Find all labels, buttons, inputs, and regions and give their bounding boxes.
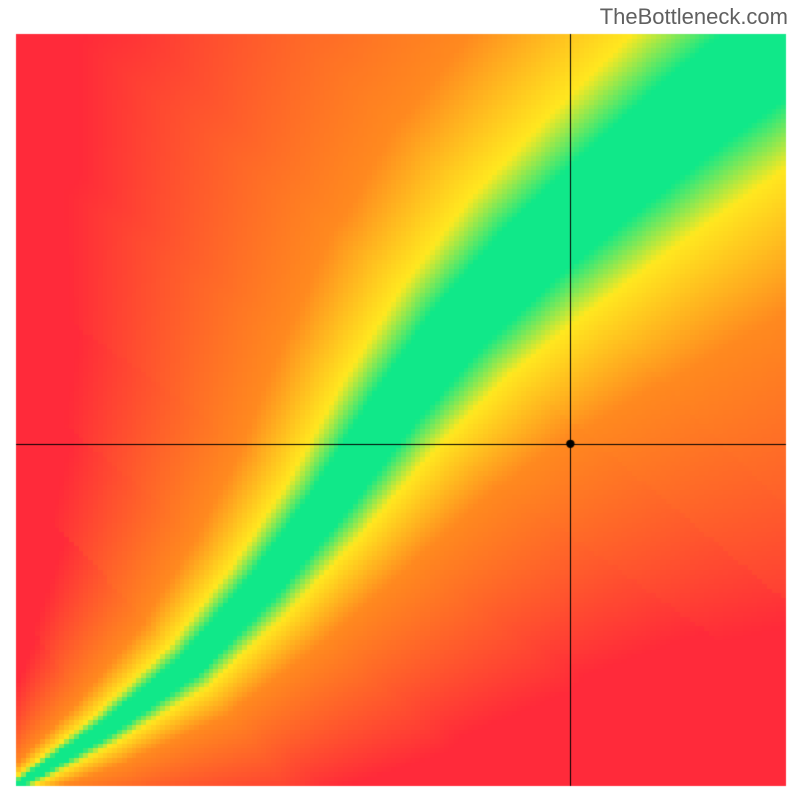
watermark-text: TheBottleneck.com (600, 4, 788, 30)
heatmap-canvas (0, 0, 800, 800)
chart-container: TheBottleneck.com (0, 0, 800, 800)
